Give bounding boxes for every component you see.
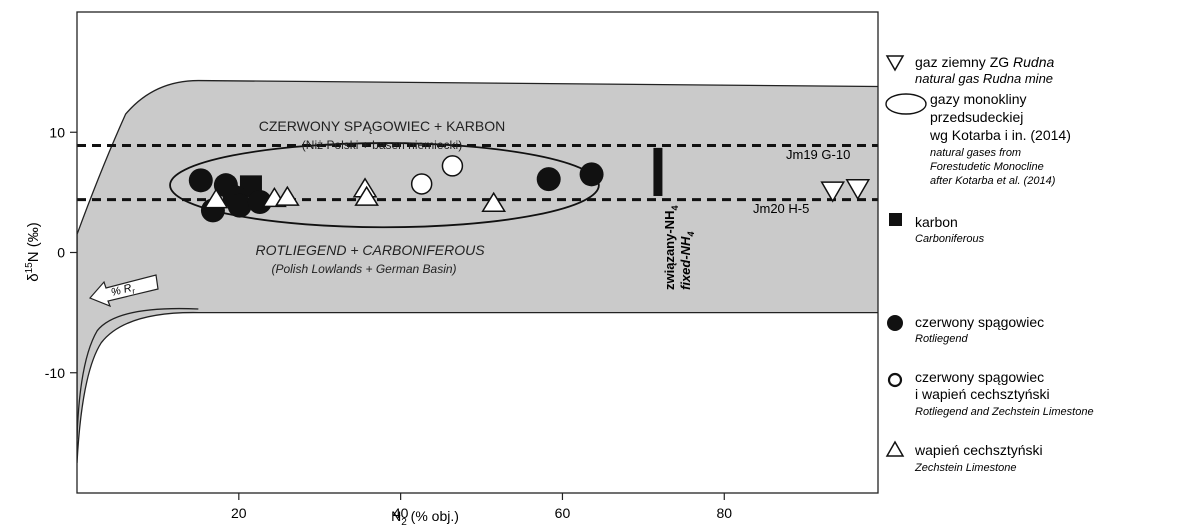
marker-rotliegend (579, 162, 604, 187)
marker-rotliegend (247, 189, 272, 214)
legend-rotliegend-en: Rotliegend (915, 333, 968, 345)
legend-symbol-filled-circle (887, 315, 903, 331)
legend-item-rudna: gaz ziemny ZG Rudna natural gas Rudna mi… (885, 54, 1055, 86)
kotarba-ellipse (169, 142, 600, 229)
legend-item-rotliegend: czerwony spągowiec Rotliegend (887, 314, 1044, 345)
gray-envelope (77, 79, 878, 463)
legend-rudna-en: natural gas Rudna mine (915, 71, 1053, 86)
legend-zechstein-en: Zechstein Limestone (914, 462, 1017, 474)
point-label-jm20: Jm20 H-5 (753, 201, 809, 216)
legend-kotarba-pl-3: wg Kotarba i in. (2014) (929, 127, 1071, 143)
legend-symbol-square (889, 213, 902, 226)
envelope-sub-en: (Polish Lowlands + German Basin) (271, 262, 456, 276)
y-tick-label: 0 (57, 245, 65, 261)
legend-item-kotarba: gazy monokliny przedsudeckiej wg Kotarba… (885, 91, 1071, 187)
legend-karbon-en: Carboniferous (915, 233, 985, 245)
envelope-label-pl: CZERWONY SPĄGOWIEC + KARBON (259, 118, 505, 134)
point-label-jm19: Jm19 G-10 (786, 147, 850, 162)
legend-rz-pl-2: i wapień cechsztyński (915, 386, 1050, 402)
x-tick-label: 40 (393, 505, 409, 521)
legend-item-rotliegend-zechstein: czerwony spągowiec i wapień cechsztyński… (887, 369, 1094, 418)
marker-rotliegend (536, 167, 561, 192)
fixed-label-pl: związany-NH4 (662, 206, 680, 290)
svg-text:% Rr: % Rr (110, 282, 136, 301)
envelope-sub-pl: (Niż Polski + basen niemiecki) (302, 138, 462, 152)
legend-karbon-pl: karbon (915, 214, 958, 230)
envelope-label-en: ROTLIEGEND + CARBONIFEROUS (255, 242, 485, 258)
legend-item-karbon: karbon Carboniferous (889, 213, 985, 245)
legend-symbol-ellipse (885, 93, 927, 115)
y-ticks: 10 0 -10 (45, 124, 77, 381)
legend-symbol-triangle-down (885, 55, 905, 72)
x-tick-label: 20 (231, 505, 247, 521)
legend-rotliegend-pl: czerwony spągowiec (915, 314, 1044, 330)
marker-zechstein (481, 191, 507, 212)
legend-rz-en: Rotliegend and Zechstein Limestone (915, 406, 1094, 418)
legend-symbol-open-circle (887, 372, 903, 388)
y-axis-label: δ15N (‰) (24, 222, 42, 281)
legend-item-zechstein: wapień cechsztyński Zechstein Limestone (885, 440, 1043, 474)
fixed-label-en: fixed-NH4 (678, 232, 696, 290)
svg-text:gaz ziemny ZG Rudna: gaz ziemny ZG Rudna (915, 54, 1055, 70)
marker-rotliegend (227, 193, 252, 218)
x-axis-label: N2 (% obj.) (391, 508, 459, 526)
legend-kotarba-pl-1: gazy monokliny (930, 91, 1027, 107)
legend: gaz ziemny ZG Rudna natural gas Rudna mi… (885, 54, 1094, 474)
ro-label-sub: r (131, 286, 136, 295)
ro-label-arrow: % Rr (88, 274, 159, 308)
data-markers (188, 155, 871, 223)
legend-rudna-pl: gaz ziemny ZG (915, 54, 1013, 70)
marker-zechstein (203, 188, 229, 209)
legend-kotarba-en-2: Forestudetic Monocline (930, 161, 1044, 173)
legend-symbol-triangle-up (885, 440, 905, 457)
marker-rudna (845, 179, 871, 201)
legend-kotarba-en-3: after Kotarba et al. (2014) (930, 175, 1056, 187)
marker-zechstein (275, 185, 300, 206)
x-ticks: 20 40 60 80 (231, 493, 732, 521)
legend-kotarba-pl-2: przedsudeckiej (930, 109, 1023, 125)
ro-label: % R (110, 282, 133, 299)
marker-rudna (820, 181, 845, 203)
marker-rotliegend (188, 168, 213, 193)
legend-rz-pl-1: czerwony spągowiec (915, 369, 1044, 385)
x-tick-label: 80 (716, 505, 732, 521)
legend-rudna-pl-italic: Rudna (1013, 54, 1054, 70)
y-tick-label: -10 (45, 365, 65, 381)
legend-kotarba-en-1: natural gases from (930, 147, 1021, 159)
marker-rotliegend-zechstein (441, 155, 464, 177)
marker-zechstein (354, 185, 379, 206)
y-tick-label: 10 (49, 124, 65, 140)
ro-curve (77, 307, 199, 439)
marker-rotliegend-zechstein (410, 173, 433, 195)
fixed-nh4-bar (653, 147, 663, 196)
x-tick-label: 60 (555, 505, 571, 521)
legend-zechstein-pl: wapień cechsztyński (914, 442, 1043, 458)
